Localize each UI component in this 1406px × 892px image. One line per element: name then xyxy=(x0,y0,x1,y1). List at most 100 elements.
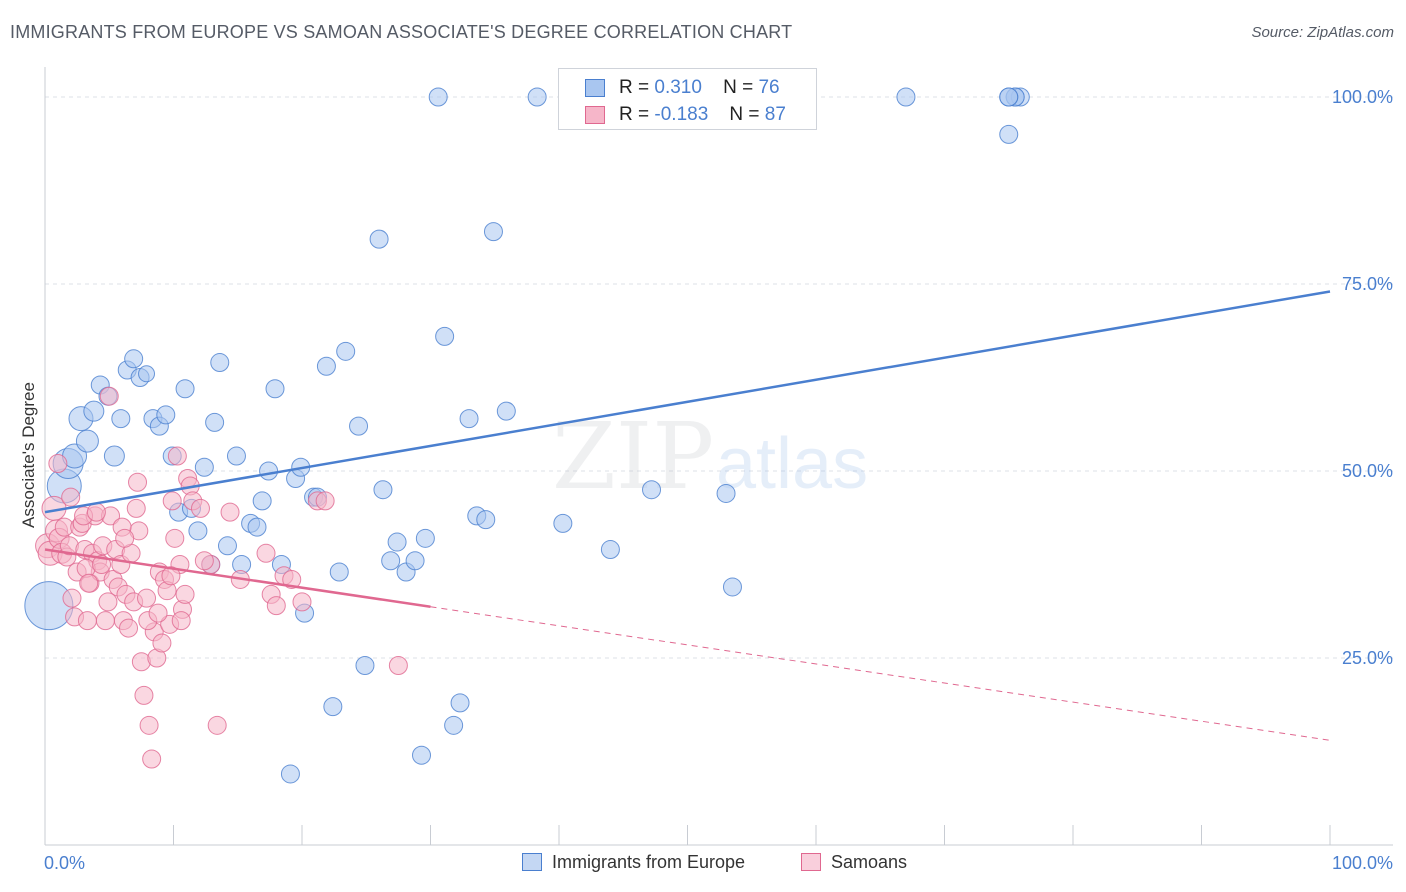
point-1-72 xyxy=(61,487,81,507)
point-1-38 xyxy=(137,588,157,608)
legend-r-label: R = xyxy=(619,104,650,125)
legend-r-label: R = xyxy=(619,77,650,98)
point-1-66 xyxy=(282,569,302,589)
bottom-legend-label-samoans: Samoans xyxy=(831,852,908,872)
point-1-15 xyxy=(77,611,97,631)
point-1-53 xyxy=(175,584,195,604)
point-0-51 xyxy=(387,532,407,552)
point-1-78 xyxy=(99,386,119,406)
point-0-55 xyxy=(415,528,435,548)
point-0-60 xyxy=(459,409,479,429)
point-1-83 xyxy=(148,603,168,623)
point-0-17 xyxy=(156,405,176,425)
y-axis-label: Associate's Degree xyxy=(19,382,38,528)
point-0-33 xyxy=(259,461,279,481)
trend-lines xyxy=(44,290,1331,741)
point-1-80 xyxy=(115,528,135,548)
point-0-63 xyxy=(483,222,503,242)
bottom-legend-label-europe: Immigrants from Europe xyxy=(552,852,746,872)
point-0-65 xyxy=(527,87,547,107)
point-0-44 xyxy=(329,562,349,582)
watermark: ZIP atlas xyxy=(552,403,868,510)
legend: R = 0.310 N = 76 R = -0.183 N = 87 xyxy=(558,68,817,130)
y-tick-label-3: 100.0% xyxy=(1332,87,1393,107)
point-1-34 xyxy=(126,498,146,518)
point-1-57 xyxy=(190,498,210,518)
point-1-40 xyxy=(142,749,162,769)
x-tick-left: 0.0% xyxy=(44,853,85,873)
point-0-68 xyxy=(642,480,662,500)
point-0-67 xyxy=(600,540,620,560)
point-0-64 xyxy=(496,401,516,421)
point-1-31 xyxy=(119,618,139,638)
watermark-atlas: atlas xyxy=(716,424,868,504)
series-immigrants-from-europe-points xyxy=(24,87,1030,784)
y-tick-label-1: 50.0% xyxy=(1342,461,1393,481)
point-1-76 xyxy=(86,502,106,522)
point-1-86 xyxy=(194,551,214,571)
point-0-77 xyxy=(999,87,1019,107)
point-0-56 xyxy=(428,87,448,107)
axes xyxy=(44,67,1393,846)
point-0-32 xyxy=(252,491,272,511)
point-0-43 xyxy=(323,697,343,717)
point-0-6 xyxy=(83,400,105,422)
point-0-59 xyxy=(450,693,470,713)
trend-line-1-dashed xyxy=(430,606,1331,741)
point-1-69 xyxy=(315,491,335,511)
point-1-9 xyxy=(62,588,82,608)
point-1-67 xyxy=(292,592,312,612)
point-0-53 xyxy=(405,551,425,571)
point-0-22 xyxy=(188,521,208,541)
point-0-0 xyxy=(24,581,74,631)
point-0-45 xyxy=(336,341,356,361)
point-1-22 xyxy=(95,611,115,631)
point-0-47 xyxy=(355,655,375,675)
point-1-48 xyxy=(162,491,182,511)
x-tick-right: 100.0% xyxy=(1332,853,1393,873)
point-0-26 xyxy=(210,353,230,373)
point-1-60 xyxy=(220,502,240,522)
bottom-legend-samoans: Samoans xyxy=(801,852,907,873)
point-0-14 xyxy=(138,365,156,383)
point-1-39 xyxy=(139,715,159,735)
legend-swatch-samoans xyxy=(585,106,605,124)
point-0-25 xyxy=(205,412,225,432)
point-1-71 xyxy=(48,454,68,474)
point-1-62 xyxy=(256,543,276,563)
point-0-54 xyxy=(412,745,432,765)
point-1-84 xyxy=(161,566,181,586)
point-0-27 xyxy=(217,536,237,556)
point-1-37 xyxy=(134,685,154,705)
point-0-57 xyxy=(435,326,455,346)
point-1-77 xyxy=(92,555,112,574)
legend-n-value-europe: 76 xyxy=(758,77,780,98)
point-1-81 xyxy=(128,472,148,492)
point-0-9 xyxy=(103,445,125,467)
point-0-5 xyxy=(75,429,99,453)
point-1-75 xyxy=(79,573,99,593)
point-0-31 xyxy=(247,517,267,537)
watermark-zip: ZIP xyxy=(552,403,714,510)
bottom-legend-swatch-samoans xyxy=(801,853,821,871)
point-0-50 xyxy=(381,551,401,571)
y-tick-labels: 25.0% 50.0% 75.0% 100.0% xyxy=(1332,87,1393,668)
legend-r-value-samoans: -0.183 xyxy=(654,104,709,125)
trend-line-1-solid xyxy=(44,548,431,608)
point-1-64 xyxy=(266,596,286,616)
point-0-42 xyxy=(316,356,336,376)
source-label: Source: ZipAtlas.com xyxy=(1251,24,1394,41)
point-0-46 xyxy=(349,416,369,436)
point-1-44 xyxy=(152,633,172,653)
chart-title: IMMIGRANTS FROM EUROPE VS SAMOAN ASSOCIA… xyxy=(10,22,793,42)
point-0-69 xyxy=(716,483,736,503)
bottom-legend-europe: Immigrants from Europe xyxy=(522,852,745,873)
legend-r-value-europe: 0.310 xyxy=(654,77,702,98)
legend-n-value-samoans: 87 xyxy=(764,104,786,125)
y-tick-label-0: 25.0% xyxy=(1342,648,1393,668)
point-0-71 xyxy=(896,87,916,107)
point-0-62 xyxy=(476,510,496,530)
legend-n-label: N = xyxy=(729,104,760,125)
point-0-12 xyxy=(124,349,144,369)
